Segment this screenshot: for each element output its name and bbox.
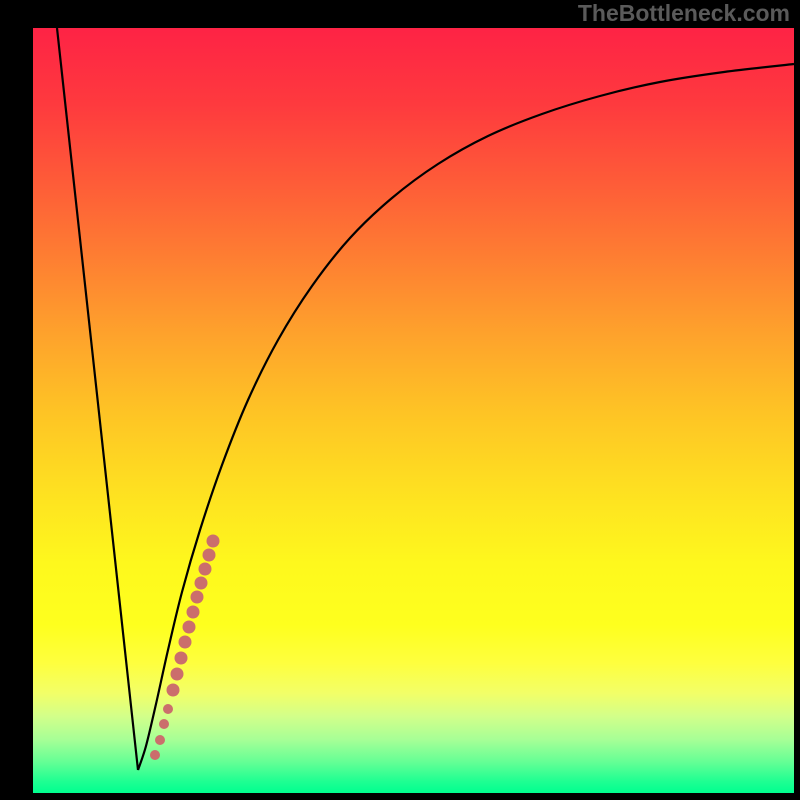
data-marker [150,750,160,760]
data-marker [191,591,204,604]
data-marker [207,535,220,548]
data-marker [155,735,165,745]
curve-left-segment [57,28,138,770]
data-marker [167,684,180,697]
data-marker [159,719,169,729]
data-marker [187,606,200,619]
curve-right-segment [138,64,794,770]
data-marker [179,636,192,649]
watermark-text: TheBottleneck.com [578,0,790,27]
marker-group [150,535,220,761]
data-marker [195,577,208,590]
data-marker [183,621,196,634]
data-marker [175,652,188,665]
data-marker [163,704,173,714]
data-marker [203,549,216,562]
data-marker [199,563,212,576]
chart-canvas: TheBottleneck.com [0,0,800,800]
data-marker [171,668,184,681]
chart-overlay [0,0,800,800]
